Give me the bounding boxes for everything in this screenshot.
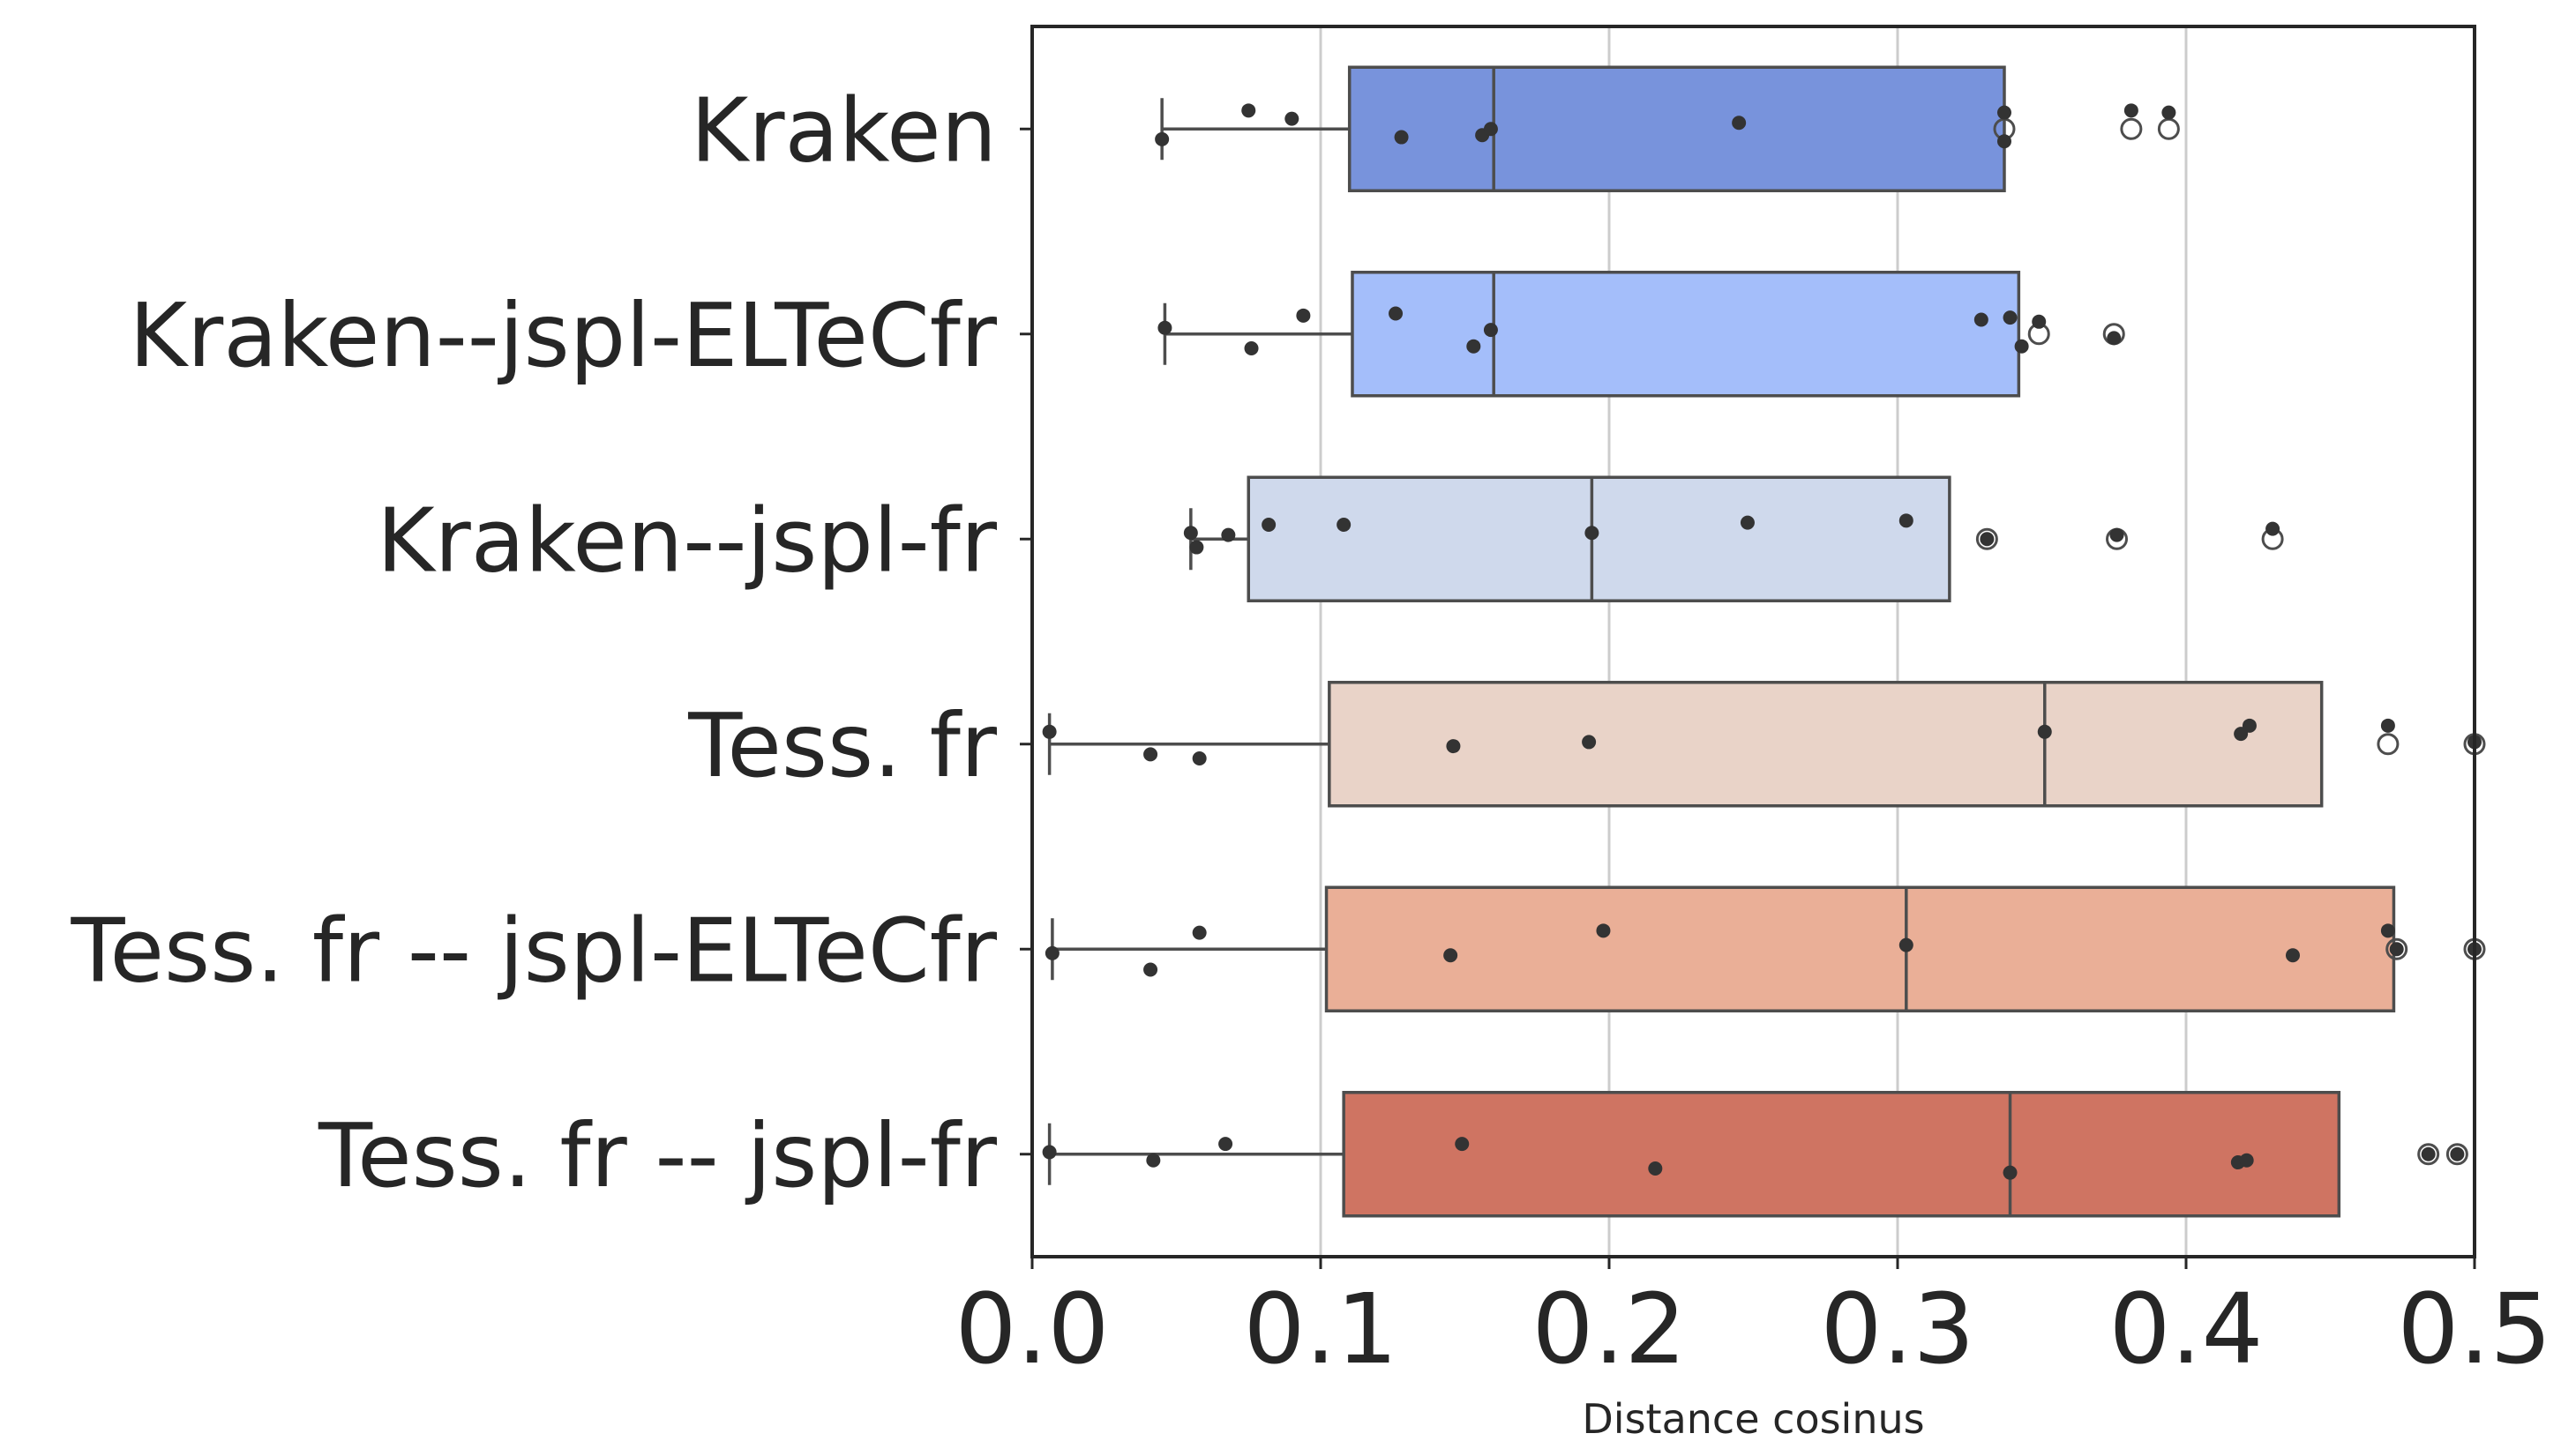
data-point xyxy=(1284,111,1299,126)
data-point xyxy=(1466,339,1481,354)
outlier-marker xyxy=(2385,937,2408,960)
data-point xyxy=(1446,739,1461,754)
data-point xyxy=(1143,747,1158,762)
outlier-marker xyxy=(2120,117,2143,140)
data-point xyxy=(2239,1153,2254,1168)
data-point xyxy=(1045,945,1060,960)
data-point xyxy=(2032,314,2047,329)
box-group xyxy=(1047,681,2486,808)
data-point xyxy=(1394,130,1409,145)
x-tick-label: 0.1 xyxy=(1244,1273,1398,1385)
box-iqr xyxy=(1351,271,2021,398)
data-point xyxy=(1218,1137,1233,1152)
data-point xyxy=(2389,942,2404,957)
outlier-marker xyxy=(2417,1143,2440,1166)
plot-frame xyxy=(1030,25,2476,1258)
data-point xyxy=(1296,308,1311,323)
y-tick-label: Kraken xyxy=(691,78,997,182)
data-point xyxy=(1192,925,1207,940)
box-group xyxy=(1189,475,2284,602)
x-axis-title: Distance cosinus xyxy=(1582,1395,1924,1443)
data-point xyxy=(2380,923,2395,938)
x-tick-label: 0.4 xyxy=(2109,1273,2264,1385)
box-iqr xyxy=(1324,885,2396,1012)
data-point xyxy=(1582,735,1597,750)
data-point xyxy=(2107,331,2122,346)
box-iqr xyxy=(1347,65,2006,192)
data-point xyxy=(1455,1137,1470,1152)
outlier-marker xyxy=(2157,117,2180,140)
x-tick-label: 0.0 xyxy=(955,1273,1110,1385)
data-point xyxy=(2285,948,2300,963)
box-group xyxy=(1163,271,2125,398)
data-point xyxy=(1732,116,1747,131)
data-point xyxy=(1241,103,1256,118)
data-point xyxy=(1648,1161,1663,1176)
data-point xyxy=(2161,105,2176,120)
data-point xyxy=(1337,517,1352,532)
data-point xyxy=(1740,515,1755,530)
data-point xyxy=(1143,962,1158,977)
data-point xyxy=(1146,1153,1161,1168)
data-point xyxy=(2421,1146,2436,1161)
boxes xyxy=(1047,65,2486,1218)
data-point xyxy=(1898,513,1913,528)
data-point xyxy=(2265,521,2280,536)
grid-lines xyxy=(1319,26,2188,1257)
outlier-marker xyxy=(1975,527,1998,550)
x-axis: 0.0 0.1 0.2 0.3 0.4 0.5 xyxy=(955,1257,2552,1385)
data-point xyxy=(2003,1165,2018,1180)
data-point xyxy=(1262,517,1277,532)
data-point xyxy=(1980,532,1995,547)
data-point xyxy=(1189,540,1204,555)
outlier-marker xyxy=(2377,733,2400,756)
x-tick-label: 0.5 xyxy=(2398,1273,2552,1385)
data-point xyxy=(2109,527,2124,542)
data-point xyxy=(1042,1145,1057,1160)
y-tick-label: Kraken--jspl-fr xyxy=(377,489,998,592)
data-point xyxy=(1973,312,1988,327)
box-iqr xyxy=(1247,475,1951,602)
data-point xyxy=(2380,718,2395,733)
x-tick-label: 0.2 xyxy=(1532,1273,1687,1385)
data-point xyxy=(1192,751,1207,766)
data-point xyxy=(1584,526,1599,541)
box-iqr xyxy=(1342,1091,2341,1218)
data-point xyxy=(2123,103,2138,118)
data-point xyxy=(1221,527,1236,542)
box-iqr xyxy=(1328,681,2324,808)
y-tick-label: Kraken--jspl-ELTeCfr xyxy=(130,284,998,387)
y-tick-label: Tess. fr -- jspl-ELTeCfr xyxy=(70,899,997,1002)
box-group xyxy=(1051,885,2486,1012)
data-point xyxy=(1155,131,1170,146)
data-point xyxy=(1483,122,1498,137)
data-point xyxy=(1898,937,1913,952)
data-point xyxy=(1443,948,1458,963)
y-tick-label: Tess. fr xyxy=(687,694,998,797)
data-point xyxy=(2242,718,2257,733)
data-point xyxy=(1042,724,1057,739)
outlier-marker xyxy=(2445,1143,2468,1166)
data-point xyxy=(1483,323,1498,338)
y-tick-label: Tess. fr -- jspl-fr xyxy=(318,1104,998,1207)
data-point xyxy=(2014,339,2029,354)
data-point xyxy=(2037,724,2052,739)
data-point xyxy=(1596,923,1611,938)
data-point xyxy=(1157,320,1172,335)
data-point xyxy=(1996,134,2011,149)
data-point xyxy=(1389,306,1404,321)
x-tick-label: 0.3 xyxy=(1821,1273,1975,1385)
data-point xyxy=(2003,310,2018,325)
y-axis: Kraken Kraken--jspl-ELTeCfr Kraken--jspl-f… xyxy=(70,78,1032,1207)
data-point xyxy=(1183,526,1198,541)
strip-points xyxy=(1042,103,2482,1180)
box-group xyxy=(1160,65,2180,192)
data-point xyxy=(1996,105,2011,120)
box-group xyxy=(1047,1091,2468,1218)
data-point xyxy=(1244,341,1259,356)
data-point xyxy=(2450,1146,2465,1161)
